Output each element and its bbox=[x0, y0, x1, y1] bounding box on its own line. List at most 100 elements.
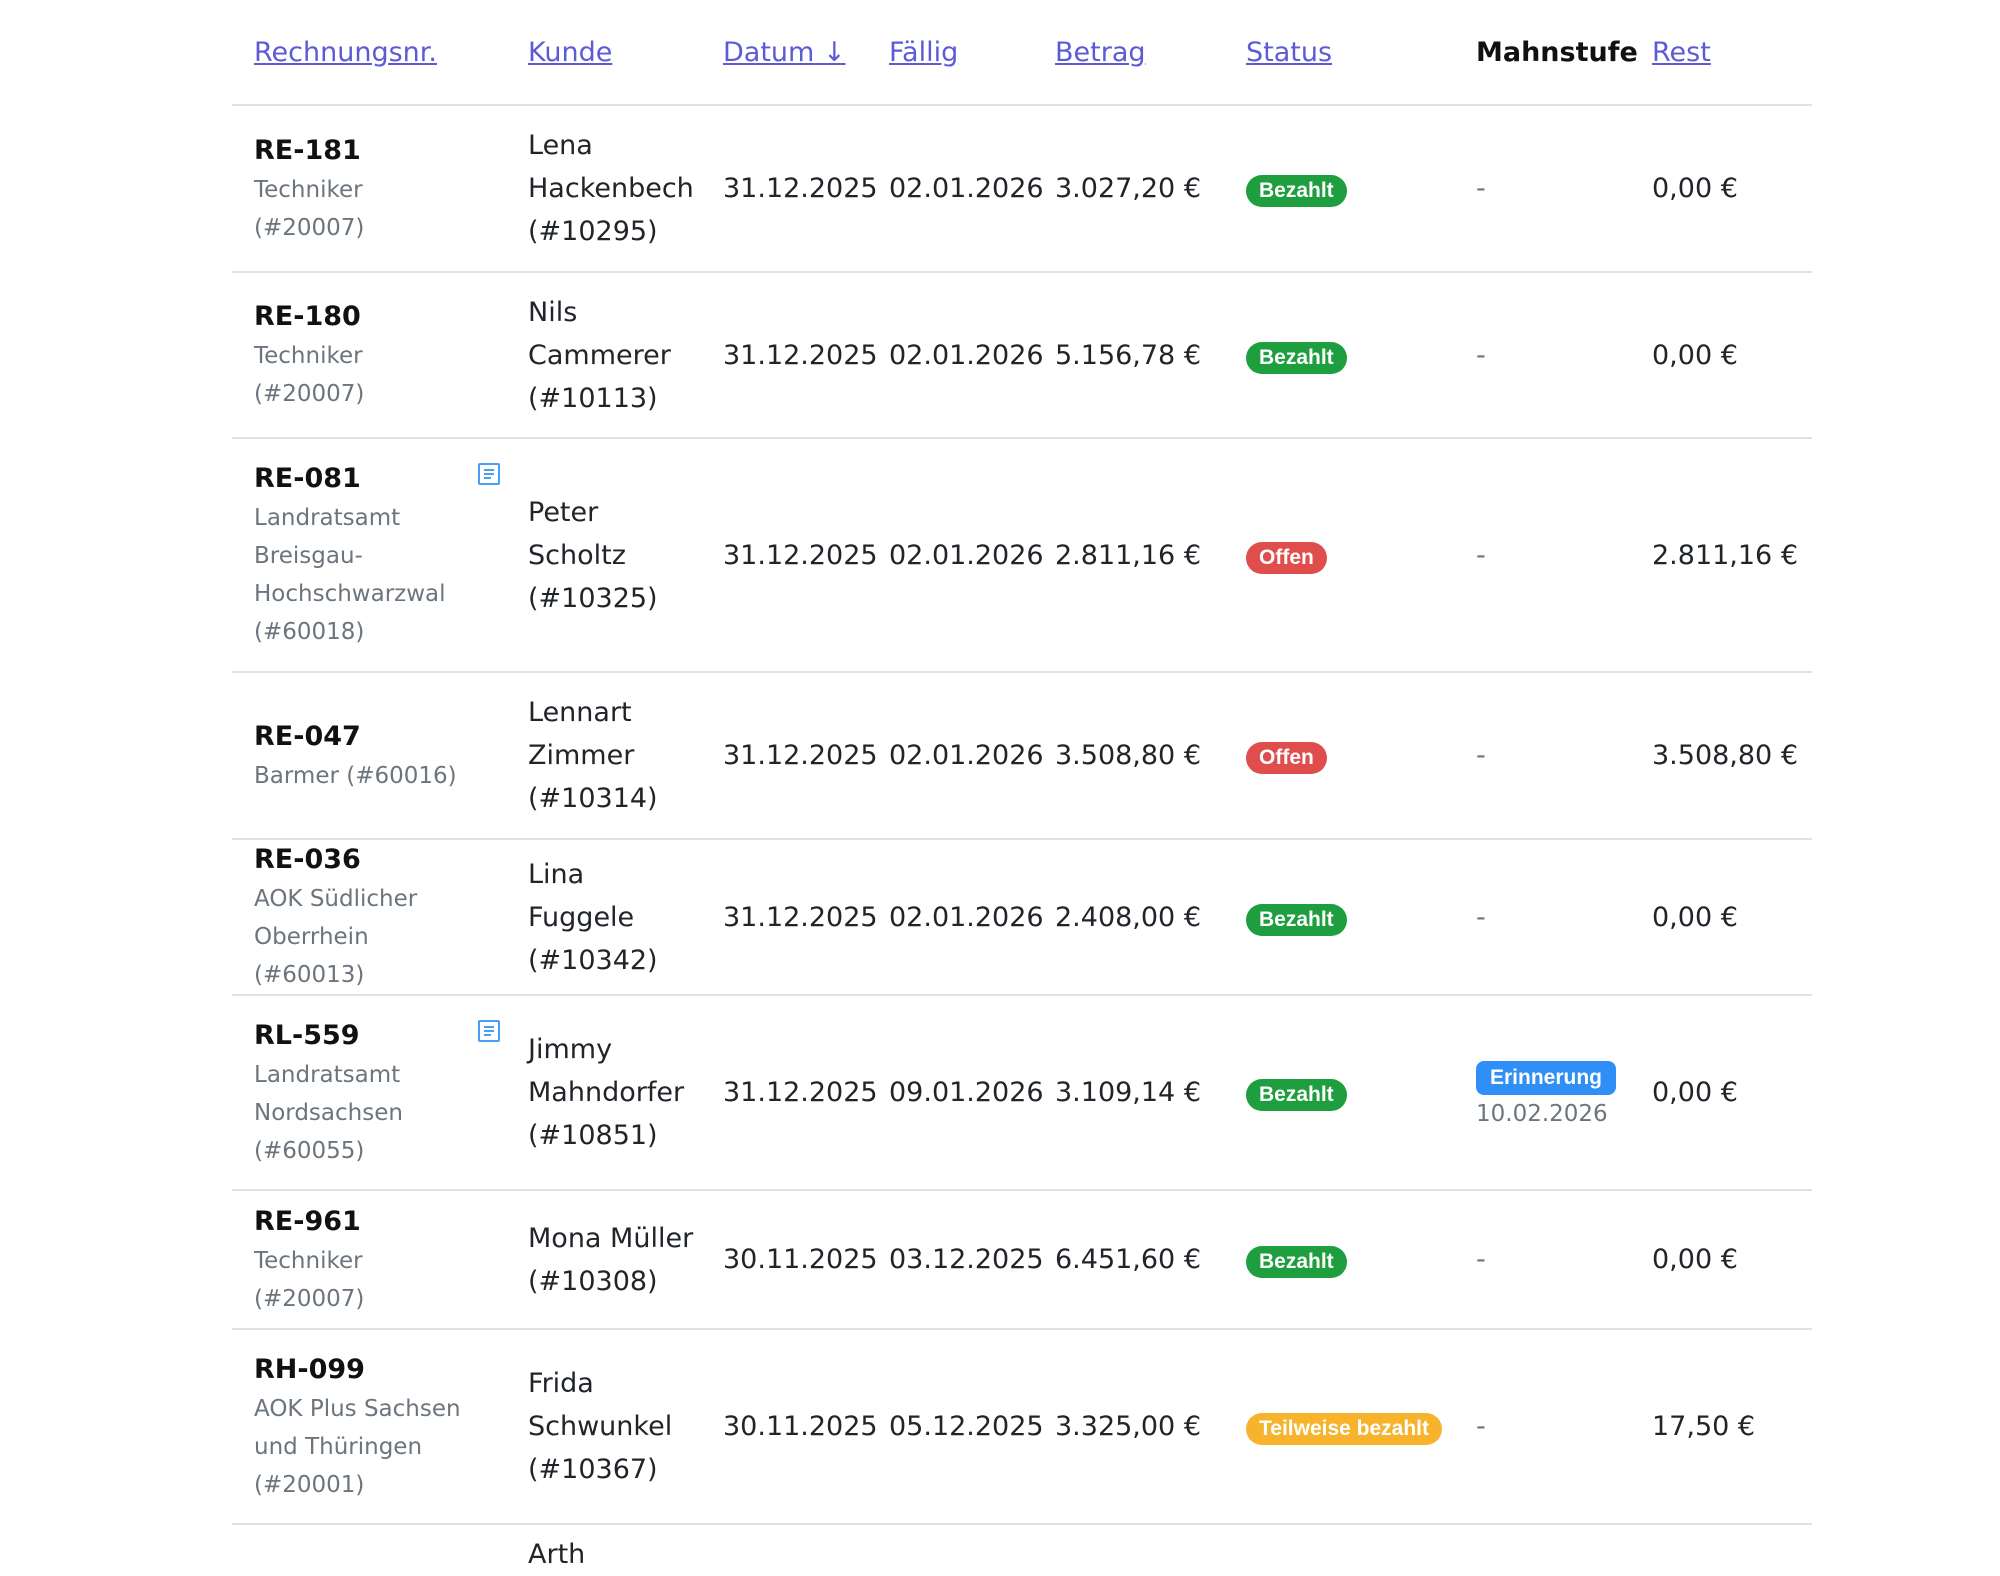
cell-invoice: RE-047 Barmer (#60016) bbox=[232, 672, 506, 840]
cell-customer[interactable]: Mona Müller (#10308) bbox=[506, 1190, 701, 1330]
document-note-icon[interactable] bbox=[478, 463, 500, 485]
cell-remaining: 17,50 € bbox=[1630, 1329, 1812, 1525]
cell-status: Bezahlt bbox=[1224, 1190, 1454, 1330]
invoice-number-link[interactable]: RE-961 bbox=[254, 1205, 361, 1237]
sort-link-kunde[interactable]: Kunde bbox=[528, 36, 613, 68]
col-header-kunde: Kunde bbox=[506, 0, 701, 106]
cell-amount: 5.156,78 € bbox=[1033, 272, 1224, 439]
cell-date: 31.12.2025 bbox=[701, 672, 878, 840]
cell-due-date: 02.01.2026 bbox=[867, 438, 1044, 673]
status-badge: Bezahlt bbox=[1246, 175, 1347, 207]
status-badge: Bezahlt bbox=[1246, 903, 1347, 936]
col-header-rest: Rest bbox=[1630, 0, 1812, 106]
cell-dunning-level: - bbox=[1454, 105, 1630, 273]
cell-remaining: 0,00 € bbox=[1630, 839, 1812, 996]
table-row[interactable]: Arth bbox=[232, 1524, 1812, 1576]
col-header-mahnstufe: Mahnstufe bbox=[1454, 0, 1638, 106]
cell-date: 31.12.2025 bbox=[701, 839, 878, 996]
table-row[interactable]: RE-181 Techniker (#20007) Lena Hackenbech … bbox=[232, 105, 1812, 273]
cell-date: 31.12.2025 bbox=[701, 438, 878, 673]
document-note-icon[interactable] bbox=[478, 1020, 500, 1042]
col-header-faellig: Fällig bbox=[867, 0, 1033, 106]
cell-amount: 2.408,00 € bbox=[1033, 839, 1224, 996]
cell-rest-partial bbox=[701, 1524, 1812, 1576]
table-header: Rechnungsnr. Kunde Datum ↓ Fällig Betrag… bbox=[232, 0, 1812, 106]
table-row[interactable]: RE-047 Barmer (#60016) Lennart Zimmer (#10… bbox=[232, 672, 1812, 840]
invoice-number-link[interactable]: RE-081 bbox=[254, 463, 361, 494]
cell-customer[interactable]: Peter Scholtz (#10325) bbox=[506, 438, 701, 673]
cell-amount: 2.811,16 € bbox=[1033, 438, 1224, 673]
invoice-number-link[interactable]: RH-099 bbox=[254, 1353, 365, 1385]
cell-invoice: RE-181 Techniker (#20007) bbox=[232, 105, 506, 273]
cell-due-date: 02.01.2026 bbox=[867, 839, 1044, 996]
table-row[interactable]: RE-081 Landratsamt Breisgau-Hochschwarzwa… bbox=[232, 438, 1812, 673]
invoice-number-link[interactable]: RE-180 bbox=[254, 301, 361, 332]
cell-customer[interactable]: Nils Cammerer (#10113) bbox=[506, 272, 701, 439]
reminder-date: 10.02.2026 bbox=[1476, 1101, 1608, 1127]
col-header-datum: Datum ↓ bbox=[701, 0, 867, 106]
invoice-number-link[interactable]: RE-036 bbox=[254, 844, 361, 875]
cell-amount: 3.508,80 € bbox=[1033, 672, 1224, 840]
invoice-table-container: Rechnungsnr. Kunde Datum ↓ Fällig Betrag… bbox=[232, 0, 1812, 1576]
cell-status: Teilweise bezahlt bbox=[1224, 1329, 1454, 1525]
status-badge: Offen bbox=[1246, 541, 1327, 574]
mahnstufe-empty: - bbox=[1476, 173, 1486, 204]
mahnstufe-empty: - bbox=[1476, 1411, 1486, 1442]
sort-link-datum-label: Datum bbox=[723, 36, 815, 68]
cell-customer[interactable]: Arth bbox=[506, 1524, 701, 1576]
cell-status: Bezahlt bbox=[1224, 272, 1454, 439]
cell-invoice: RE-081 Landratsamt Breisgau-Hochschwarzwa… bbox=[232, 438, 506, 673]
cell-dunning-level: - bbox=[1454, 1329, 1630, 1525]
sort-link-status[interactable]: Status bbox=[1246, 36, 1333, 68]
cell-invoice: RH-099 AOK Plus Sachsen und Thüringen (#2… bbox=[232, 1329, 506, 1525]
cell-amount: 6.451,60 € bbox=[1033, 1190, 1224, 1330]
invoice-number-link[interactable]: RE-181 bbox=[254, 134, 361, 166]
status-badge: Teilweise bezahlt bbox=[1246, 1413, 1442, 1445]
cell-remaining: 0,00 € bbox=[1630, 1190, 1812, 1330]
cell-invoice: RE-961 Techniker (#20007) bbox=[232, 1190, 506, 1330]
status-badge: Bezahlt bbox=[1246, 1079, 1347, 1111]
table-row[interactable]: RE-961 Techniker (#20007) Mona Müller (#10… bbox=[232, 1190, 1812, 1330]
cell-invoice: RL-559 Landratsamt Nordsachsen (#60055) bbox=[232, 995, 506, 1191]
cell-date: 30.11.2025 bbox=[701, 1190, 878, 1330]
cell-remaining: 0,00 € bbox=[1630, 995, 1812, 1191]
cell-status: Offen bbox=[1224, 672, 1454, 840]
sort-link-betrag[interactable]: Betrag bbox=[1055, 36, 1146, 68]
cell-customer[interactable]: Lena Hackenbech (#10295) bbox=[506, 105, 701, 273]
cell-customer[interactable]: Lennart Zimmer (#10314) bbox=[506, 672, 701, 840]
sort-arrow-icon: ↓ bbox=[822, 36, 846, 68]
sort-link-rest[interactable]: Rest bbox=[1652, 36, 1711, 68]
mahnstufe-empty: - bbox=[1476, 740, 1486, 771]
table-body: RE-181 Techniker (#20007) Lena Hackenbech … bbox=[232, 105, 1812, 1576]
mahnstufe-header-label: Mahnstufe bbox=[1476, 36, 1638, 68]
cell-customer[interactable]: Lina Fuggele (#10342) bbox=[506, 839, 701, 996]
cell-amount: 3.325,00 € bbox=[1033, 1329, 1224, 1525]
table-row[interactable]: RH-099 AOK Plus Sachsen und Thüringen (#2… bbox=[232, 1329, 1812, 1525]
cell-status: Bezahlt bbox=[1224, 995, 1454, 1191]
sort-link-datum[interactable]: Datum ↓ bbox=[723, 37, 846, 68]
sort-link-nr[interactable]: Rechnungsnr. bbox=[254, 36, 437, 68]
payer-name: AOK Südlicher Oberrhein (#60013) bbox=[254, 886, 418, 988]
cell-date: 30.11.2025 bbox=[701, 1329, 878, 1525]
cell-remaining: 0,00 € bbox=[1630, 272, 1812, 439]
col-header-status: Status bbox=[1224, 0, 1454, 106]
cell-status: Offen bbox=[1224, 438, 1454, 673]
cell-due-date: 02.01.2026 bbox=[867, 272, 1044, 439]
invoice-number-link[interactable]: RE-047 bbox=[254, 720, 361, 752]
table-row[interactable]: RL-559 Landratsamt Nordsachsen (#60055) Ji… bbox=[232, 995, 1812, 1191]
payer-name: Barmer (#60016) bbox=[254, 762, 457, 789]
cell-status: Bezahlt bbox=[1224, 105, 1454, 273]
table-row[interactable]: RE-180 Techniker (#20007) Nils Cammerer (#… bbox=[232, 272, 1812, 439]
customer-name-partial: Arth bbox=[528, 1539, 586, 1570]
cell-invoice bbox=[232, 1524, 506, 1576]
table-row[interactable]: RE-036 AOK Südlicher Oberrhein (#60013) Li… bbox=[232, 839, 1812, 996]
invoice-number-link[interactable]: RL-559 bbox=[254, 1019, 360, 1051]
cell-remaining: 2.811,16 € bbox=[1630, 438, 1812, 673]
mahnstufe-empty: - bbox=[1476, 339, 1486, 371]
cell-customer[interactable]: Frida Schwunkel (#10367) bbox=[506, 1329, 701, 1525]
col-header-nr: Rechnungsnr. bbox=[232, 0, 506, 106]
cell-customer[interactable]: Jimmy Mahndorfer (#10851) bbox=[506, 995, 701, 1191]
cell-date: 31.12.2025 bbox=[701, 995, 878, 1191]
cell-dunning-level: - bbox=[1454, 438, 1630, 673]
sort-link-faellig[interactable]: Fällig bbox=[889, 36, 959, 68]
